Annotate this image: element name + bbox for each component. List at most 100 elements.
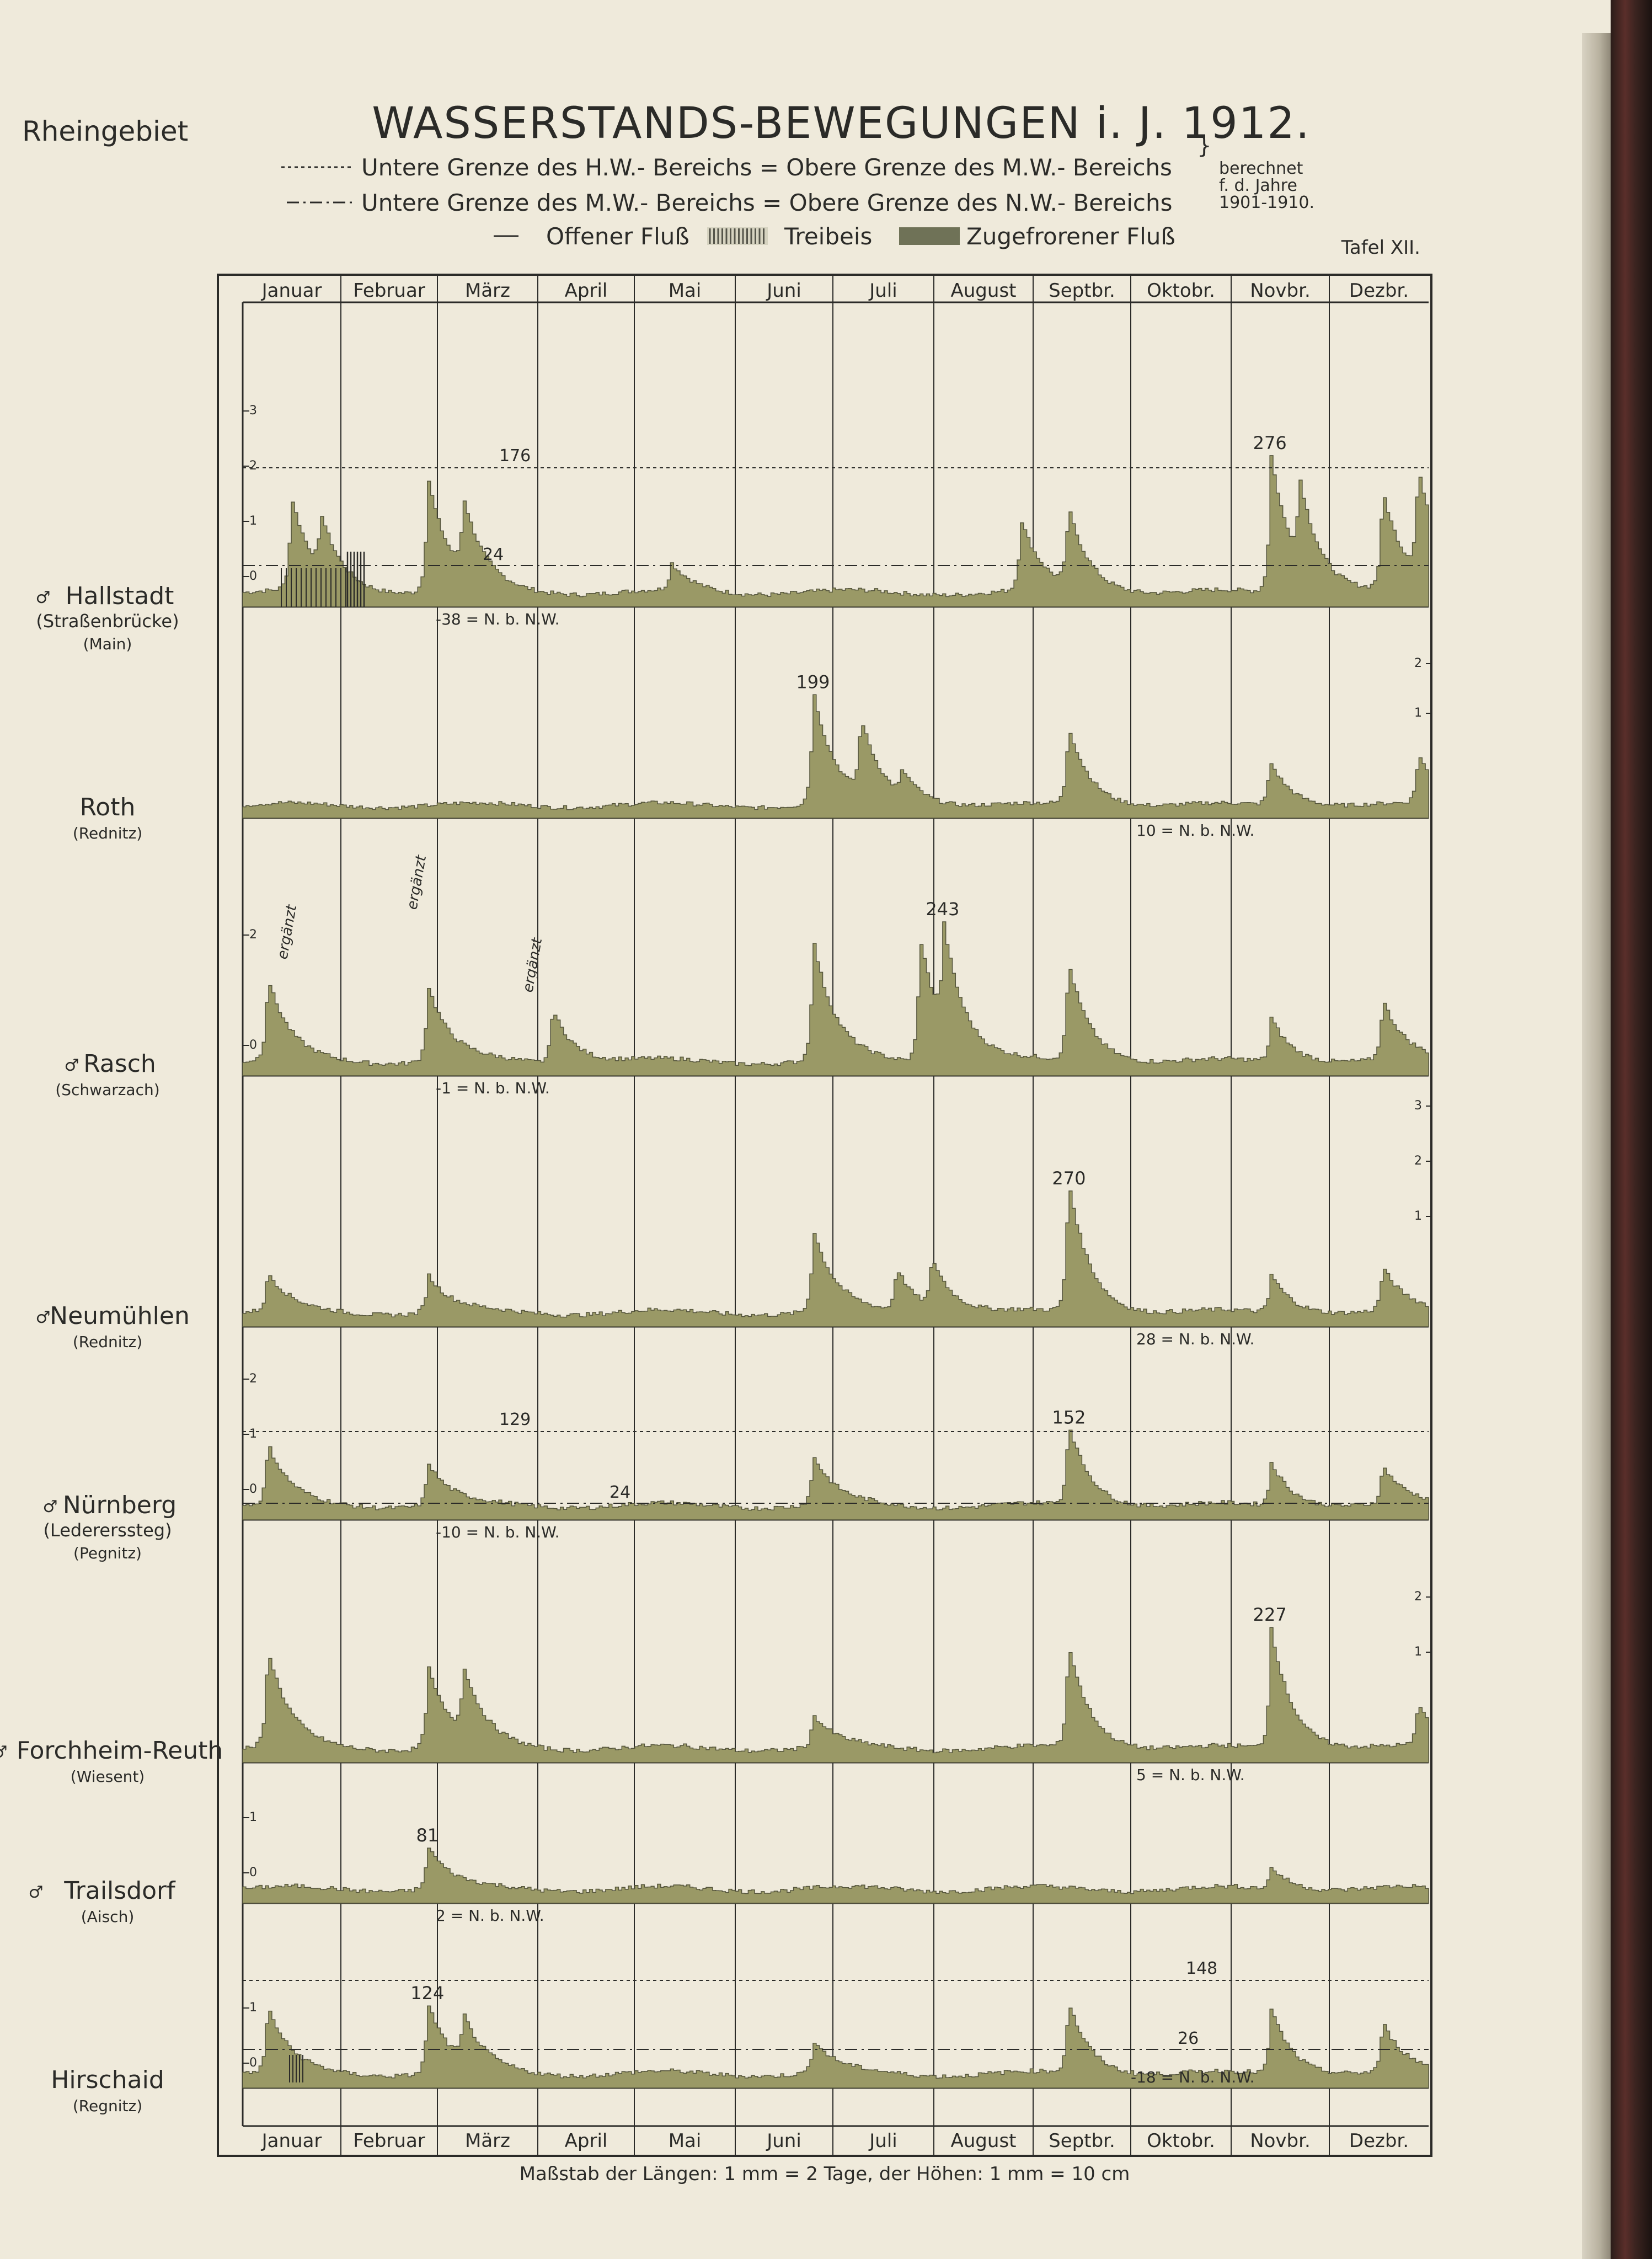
hw-value-label: 148 <box>1186 1959 1217 1978</box>
scale-tick-label: 1 <box>249 1811 257 1824</box>
station-river: (Aisch) <box>81 1908 135 1926</box>
peak-value-label: 270 <box>1052 1168 1086 1189</box>
station-label: Trailsdorf ♂ (Aisch) <box>29 1877 177 1926</box>
month-label-bottom: Septbr. <box>1049 2130 1115 2152</box>
station-label: Hallstadt ♂ (Straßenbrücke) (Main) <box>36 582 179 653</box>
chart-title: WASSERSTANDS-BEWEGUNGEN i. J. 1912. <box>372 99 1311 148</box>
month-label-bottom: Februar <box>353 2130 425 2152</box>
month-label-top: Dezbr. <box>1349 280 1409 302</box>
month-label-bottom: Novbr. <box>1250 2130 1311 2152</box>
scale-tick-label: 2 <box>249 928 257 942</box>
station-name: Forchheim-Reuth <box>17 1737 223 1765</box>
supplement-note: ergänzt <box>274 903 300 960</box>
chart-frame <box>217 274 1432 2157</box>
station-panel: 28 = N. b. N.W. 270 3 2 1 <box>242 1099 1431 1348</box>
station-name: Roth <box>80 793 136 821</box>
water-level-area <box>242 1847 1429 1904</box>
gauge-symbol-icon: ♂ <box>0 1743 7 1762</box>
station-label: Hirschaid (Regnitz) <box>51 2066 164 2115</box>
station-name: Rasch <box>83 1050 156 1078</box>
month-label-top: Juni <box>766 280 801 302</box>
scale-note: Maßstab der Längen: 1 mm = 2 Tage, der H… <box>520 2163 1130 2185</box>
water-level-area <box>242 921 1429 1076</box>
legend-brace: } <box>1197 132 1212 159</box>
station-river: (Schwarzach) <box>55 1081 159 1099</box>
station-name: Nürnberg <box>63 1491 177 1519</box>
station-panel: 129 24 -10 = N. b. N.W. 152 2 1 0 <box>242 1372 1429 1541</box>
scale-tick-label: 1 <box>1414 1645 1422 1659</box>
scale-tick-label: 2 <box>249 459 257 473</box>
water-level-area <box>242 1429 1429 1520</box>
nw-value-label: 26 <box>1178 2029 1199 2048</box>
station-river: (Wiesent) <box>71 1767 145 1786</box>
scale-tick-label: 1 <box>249 514 257 528</box>
water-level-chart: Rheingebiet WASSERSTANDS-BEWEGUNGEN i. J… <box>0 99 1432 2185</box>
nw-value-label: 24 <box>610 1483 630 1502</box>
hw-value-label: 129 <box>499 1410 531 1429</box>
scale-tick-label: 0 <box>249 569 257 583</box>
station-name: Trailsdorf <box>63 1877 176 1905</box>
base-level-label: 5 = N. b. N.W. <box>1136 1766 1245 1784</box>
legend-drift-ice: Treibeis <box>784 223 872 250</box>
station-river: (Rednitz) <box>73 1333 142 1351</box>
month-label-top: Januar <box>261 280 322 302</box>
scale-tick-label: 3 <box>249 404 257 418</box>
station-name: Neumühlen <box>50 1302 190 1330</box>
month-label-bottom: Januar <box>261 2130 322 2152</box>
month-label-bottom: Juli <box>868 2130 897 2152</box>
base-level-label: -38 = N. b. N.W. <box>436 610 560 628</box>
station-name: Hirschaid <box>51 2066 164 2094</box>
base-level-label: -1 = N. b. N.W. <box>436 1079 550 1097</box>
scale-tick-label: 1 <box>249 2001 257 2015</box>
month-label-top: Oktobr. <box>1147 280 1215 302</box>
station-panels: 176 24 -38 = N. b. N.W. 276 3 2 1 0 10 = N. b. N… <box>242 404 1431 2089</box>
station-panel: 2 = N. b. N.W. 81 1 0 <box>242 1811 1429 1925</box>
peak-value-label: 243 <box>926 899 959 920</box>
page <box>0 0 1611 2259</box>
scale-tick-label: 1 <box>1414 706 1422 720</box>
station-river: (Rednitz) <box>73 824 142 842</box>
scale-tick-label: 2 <box>1414 656 1422 670</box>
month-label-top: März <box>465 280 510 302</box>
base-level-label: 2 = N. b. N.W. <box>436 1906 544 1925</box>
station-river: (Main) <box>83 635 132 653</box>
station-panel: 5 = N. b. N.W. 227 2 1 <box>242 1590 1431 1784</box>
legend-open-river: Offener Fluß <box>546 223 689 250</box>
nw-value-label: 24 <box>483 545 504 564</box>
water-level-area <box>242 1627 1429 1763</box>
station-panel: 148 26 -18 = N. b. N.W. 124 1 0 <box>242 1959 1429 2089</box>
month-label-bottom: Juni <box>766 2130 801 2152</box>
scale-tick-label: 0 <box>249 1482 257 1496</box>
legend-nw-line: Untere Grenze des M.W.- Bereichs = Obere… <box>361 189 1173 216</box>
month-label-bottom: Dezbr. <box>1349 2130 1409 2152</box>
supplement-note: ergänzt <box>404 853 430 911</box>
water-level-area <box>242 1190 1429 1327</box>
scale-tick-label: 0 <box>249 1038 257 1052</box>
plate-label: Tafel XII. <box>1341 237 1420 259</box>
gauge-symbol-icon: ♂ <box>36 1308 51 1327</box>
station-label: Forchheim-Reuth ♂ (Wiesent) <box>0 1737 223 1786</box>
month-label-top: Mai <box>669 280 702 302</box>
supplement-note: ergänzt <box>520 936 546 994</box>
scale-tick-label: 2 <box>249 1372 257 1386</box>
legend-computed-2: f. d. Jahre <box>1219 176 1297 195</box>
scale-tick-label: 3 <box>1414 1099 1422 1113</box>
station-location: (Ledererssteg) <box>43 1520 172 1541</box>
month-labels-bottom: Januar Februar März April Mai Juni Juli August S… <box>261 2130 1409 2152</box>
station-river: (Regnitz) <box>73 2097 142 2115</box>
station-location: (Straßenbrücke) <box>36 611 179 632</box>
base-level-label: -18 = N. b. N.W. <box>1131 2068 1255 2086</box>
peak-value-label: 227 <box>1253 1604 1287 1625</box>
station-panel: -1 = N. b. N.W. 243 2 0 ergänzt ergänzt ergänz… <box>242 853 1429 1097</box>
peak-value-label: 152 <box>1052 1407 1086 1428</box>
scale-tick-label: 0 <box>249 1866 257 1879</box>
station-panel: 176 24 -38 = N. b. N.W. 276 3 2 1 0 <box>242 404 1429 628</box>
gauge-symbol-icon: ♂ <box>43 1497 58 1516</box>
page-edge <box>1582 33 1611 2259</box>
scale-tick-label: 1 <box>1414 1209 1422 1223</box>
station-label: Rasch♂ (Schwarzach) <box>55 1050 159 1099</box>
scale-tick-label: 0 <box>249 2056 257 2070</box>
legend-computed-3: 1901-1910. <box>1219 193 1314 212</box>
water-level-area <box>242 455 1429 607</box>
month-label-bottom: August <box>951 2130 1017 2152</box>
